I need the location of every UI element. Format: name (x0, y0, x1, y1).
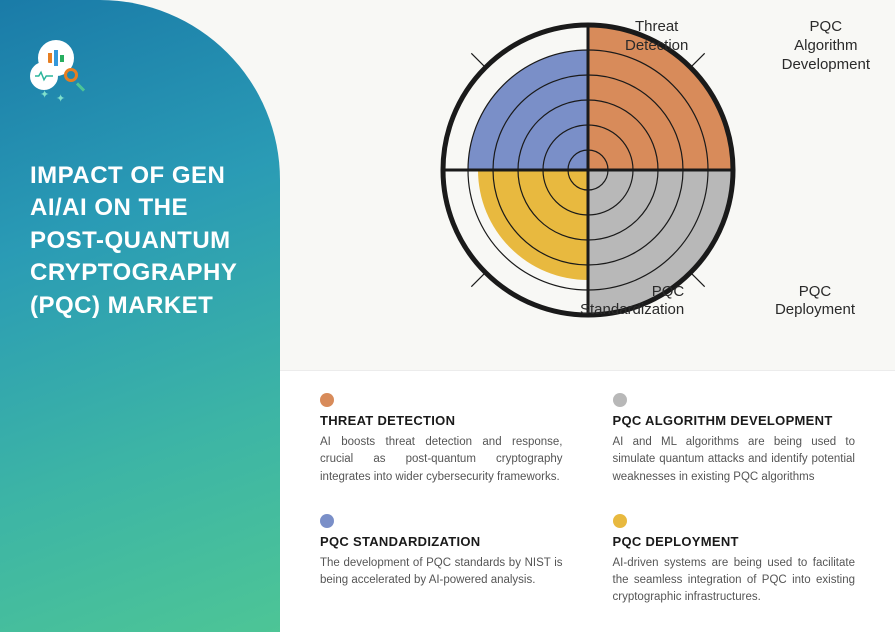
quadrant-label-threat-detection: ThreatDetection (625, 18, 688, 56)
magnifier-icon (64, 68, 88, 92)
legend-dot (320, 514, 334, 528)
radar-leader-line (471, 53, 485, 67)
legend-desc: AI-driven systems are being used to faci… (613, 555, 856, 607)
legend-title: PQC ALGORITHM DEVELOPMENT (613, 413, 856, 428)
radar-chart-area: ThreatDetection PQCAlgorithmDevelopment … (280, 0, 895, 370)
legend-title: PQC STANDARDIZATION (320, 534, 563, 549)
legend-desc: AI and ML algorithms are being used to s… (613, 434, 856, 486)
quadrant-label-pqc-algorithm: PQCAlgorithmDevelopment (782, 18, 870, 74)
header-icon-cluster: ✦ ✦ (30, 40, 100, 110)
legend-item-pqc-algorithm: PQC ALGORITHM DEVELOPMENT AI and ML algo… (613, 393, 856, 492)
legend-item-pqc-standardization: PQC STANDARDIZATION The development of P… (320, 514, 563, 613)
radar-chart (438, 20, 738, 320)
pulse-icon (30, 62, 58, 90)
main-content: ThreatDetection PQCAlgorithmDevelopment … (280, 0, 895, 632)
legend-item-pqc-deployment: PQC DEPLOYMENT AI-driven systems are bei… (613, 514, 856, 613)
legend-item-threat-detection: THREAT DETECTION AI boosts threat detect… (320, 393, 563, 492)
sidebar: ✦ ✦ IMPACT OF GEN AI/AI ON THE POST-QUAN… (0, 0, 280, 632)
radar-leader-line (690, 273, 704, 287)
quadrant-label-pqc-standardization: PQCStandardization (580, 283, 684, 321)
legend-dot (613, 514, 627, 528)
legend-grid: THREAT DETECTION AI boosts threat detect… (280, 370, 895, 632)
legend-title: PQC DEPLOYMENT (613, 534, 856, 549)
legend-dot (613, 393, 627, 407)
radar-leader-line (471, 273, 485, 287)
legend-title: THREAT DETECTION (320, 413, 563, 428)
legend-desc: The development of PQC standards by NIST… (320, 555, 563, 590)
sidebar-title: IMPACT OF GEN AI/AI ON THE POST-QUANTUM … (30, 160, 250, 322)
legend-dot (320, 393, 334, 407)
sparkle-icon: ✦ (40, 88, 49, 101)
sparkle-icon: ✦ (56, 92, 65, 105)
radar-leader-line (690, 53, 704, 67)
quadrant-label-pqc-deployment: PQCDeployment (775, 283, 855, 321)
legend-desc: AI boosts threat detection and response,… (320, 434, 563, 486)
